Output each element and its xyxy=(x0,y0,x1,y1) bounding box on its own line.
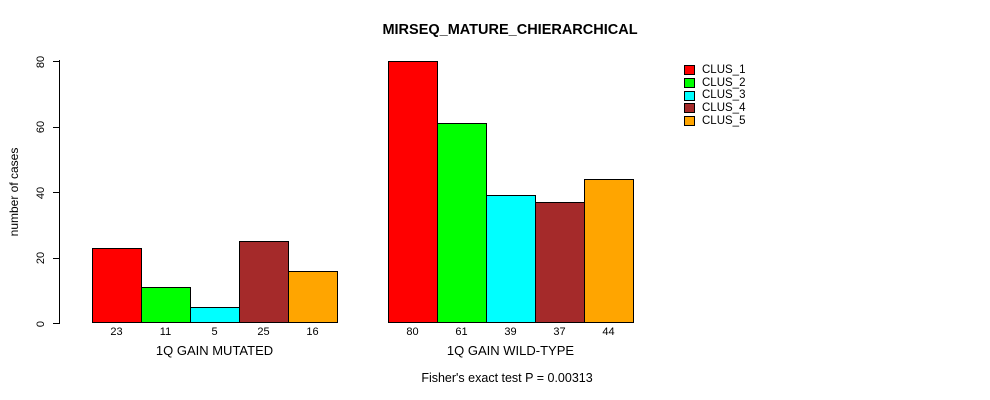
y-tick-mark xyxy=(53,126,59,128)
chart-title: MIRSEQ_MATURE_CHIERARCHICAL xyxy=(382,22,638,38)
bar-clus_2 xyxy=(141,287,191,323)
legend-item: CLUS_4 xyxy=(684,102,745,115)
bar-clus_4 xyxy=(535,202,585,323)
legend-label: CLUS_3 xyxy=(702,89,746,102)
y-tick-mark xyxy=(53,257,59,259)
y-tick-label: 40 xyxy=(35,186,47,199)
bar-clus_3 xyxy=(190,307,240,323)
bar-clus_1 xyxy=(92,248,142,323)
bar-clus_2 xyxy=(437,123,487,323)
bar-value-label: 37 xyxy=(553,326,566,338)
bar-clus_5 xyxy=(288,271,338,323)
legend: CLUS_1 CLUS_2 CLUS_3 CLUS_4 CLUS_5 xyxy=(684,64,745,127)
y-tick-label: 80 xyxy=(35,55,47,68)
bar-value-label: 44 xyxy=(602,326,615,338)
legend-item: CLUS_3 xyxy=(684,89,745,102)
legend-item: CLUS_5 xyxy=(684,115,745,128)
bar-value-label: 5 xyxy=(211,326,218,338)
bar-value-label: 23 xyxy=(110,326,123,338)
group-label: 1Q GAIN WILD-TYPE xyxy=(446,343,575,358)
bar-clus_5 xyxy=(584,179,634,323)
y-tick-label: 20 xyxy=(35,251,47,265)
y-axis xyxy=(59,60,60,324)
legend-item: CLUS_2 xyxy=(684,77,745,90)
legend-label: CLUS_4 xyxy=(702,102,746,115)
y-tick-label: 60 xyxy=(35,120,47,134)
bar-clus_1 xyxy=(388,61,438,323)
legend-swatch-icon xyxy=(684,78,695,89)
bar-value-label: 25 xyxy=(257,326,270,338)
bar-value-label: 11 xyxy=(159,326,172,338)
y-tick-label: 0 xyxy=(35,320,47,327)
y-axis-label: number of cases xyxy=(7,147,21,237)
bar-value-label: 80 xyxy=(406,326,419,338)
legend-swatch-icon xyxy=(684,90,695,101)
legend-item: CLUS_1 xyxy=(684,64,745,77)
bar-value-label: 39 xyxy=(504,326,517,338)
bar-clus_4 xyxy=(239,241,289,323)
legend-swatch-icon xyxy=(684,65,695,76)
bar-clus_3 xyxy=(486,195,536,323)
legend-label: CLUS_5 xyxy=(702,114,746,127)
y-tick-mark xyxy=(53,323,59,324)
legend-swatch-icon xyxy=(684,103,695,114)
group-label: 1Q GAIN MUTATED xyxy=(155,343,274,358)
legend-label: CLUS_1 xyxy=(702,64,746,76)
y-tick-mark xyxy=(53,61,59,62)
legend-swatch-icon xyxy=(684,116,695,127)
bar-value-label: 16 xyxy=(306,326,319,338)
y-tick-mark xyxy=(53,192,59,193)
annotation-text: Fisher's exact test P = 0.00313 xyxy=(421,371,593,385)
bar-value-label: 61 xyxy=(455,326,468,338)
legend-label: CLUS_2 xyxy=(702,76,746,89)
